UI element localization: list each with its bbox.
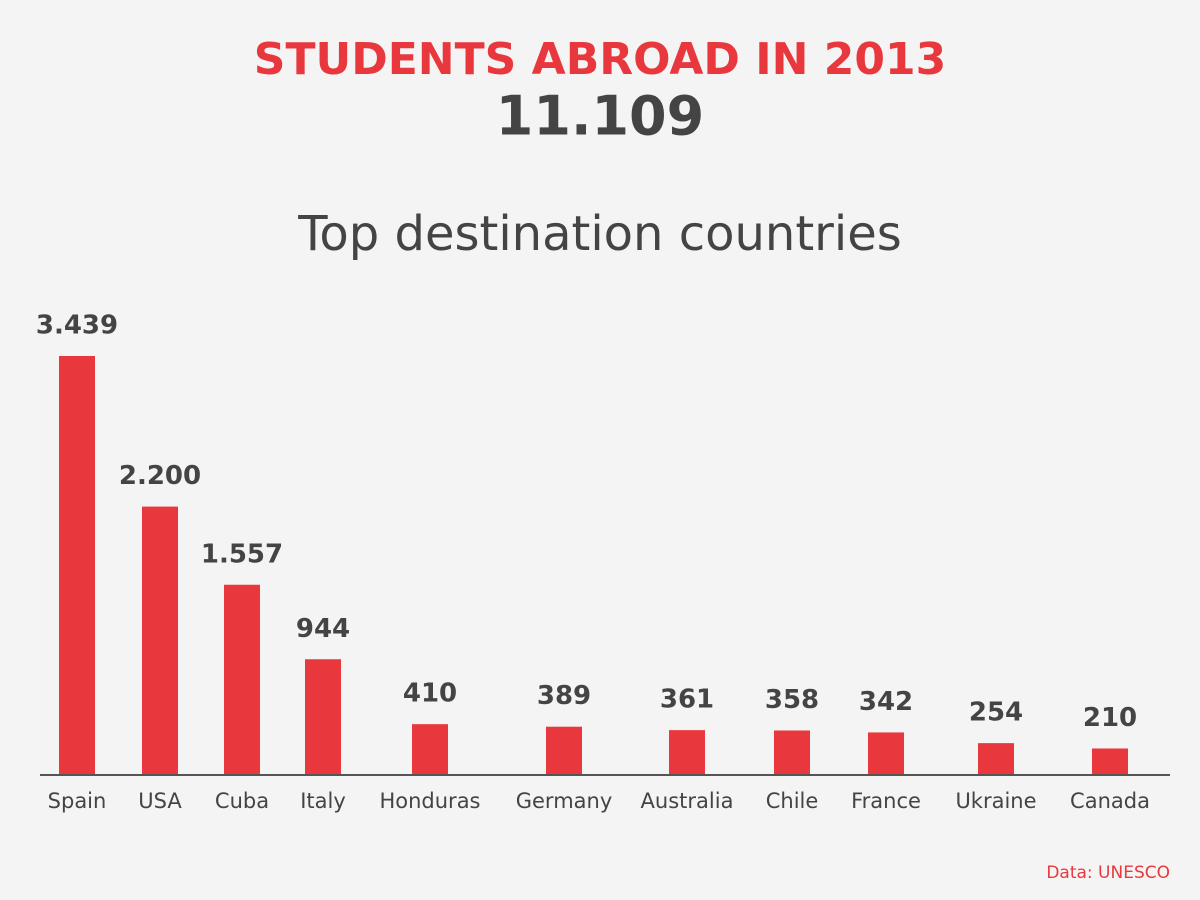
value-label: 389	[537, 681, 591, 711]
value-label: 358	[765, 685, 819, 715]
bar	[412, 724, 448, 774]
bar	[59, 356, 95, 774]
x-tick-label: Honduras	[379, 789, 480, 813]
value-label: 2.200	[119, 461, 201, 491]
x-tick-label: Germany	[516, 789, 613, 813]
x-tick-label: Spain	[48, 789, 107, 813]
bar	[774, 730, 810, 774]
bar	[669, 730, 705, 774]
value-label: 410	[403, 679, 457, 709]
value-label: 3.439	[36, 311, 118, 341]
x-tick-label: Cuba	[215, 789, 269, 813]
x-tick-label: Chile	[766, 789, 819, 813]
bar	[142, 506, 178, 774]
x-tick-label: Italy	[300, 789, 346, 813]
chart-subtitle: Top destination countries	[297, 206, 902, 262]
value-label: 210	[1083, 703, 1137, 733]
chart-title: STUDENTS ABROAD IN 2013	[254, 34, 946, 85]
bar	[224, 584, 260, 774]
x-tick-label: Canada	[1070, 789, 1150, 813]
x-tick-label: France	[851, 789, 921, 813]
value-label: 342	[859, 687, 913, 717]
x-tick-label: Ukraine	[955, 789, 1036, 813]
value-label: 254	[969, 698, 1023, 728]
source-note: Data: UNESCO	[1046, 863, 1170, 883]
value-label: 944	[296, 614, 350, 644]
bar	[546, 726, 582, 774]
bar	[868, 732, 904, 774]
value-label: 361	[660, 685, 714, 715]
x-tick-label: Australia	[641, 789, 734, 813]
bar	[1092, 748, 1128, 774]
x-tick-label: USA	[138, 789, 182, 813]
headline-total: 11.109	[496, 85, 704, 148]
bar	[305, 659, 341, 774]
bar	[978, 743, 1014, 774]
value-label: 1.557	[201, 539, 283, 569]
